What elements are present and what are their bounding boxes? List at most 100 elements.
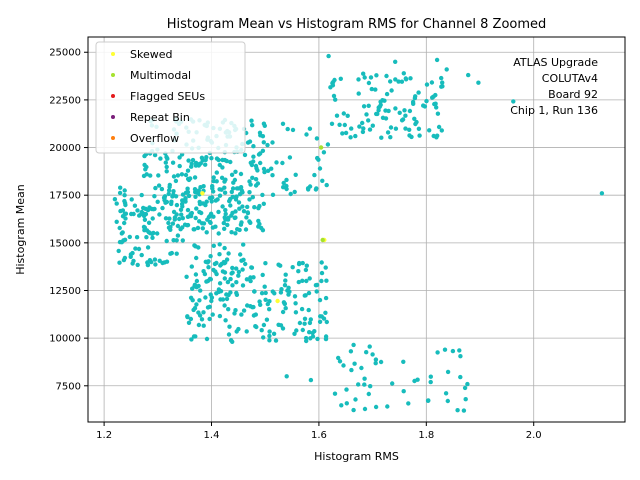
data-point [183,172,189,178]
data-point [152,194,157,199]
data-point [599,191,605,196]
data-point [251,313,257,318]
data-point [292,294,298,299]
data-point [229,189,234,195]
data-point [317,319,323,324]
data-point [185,214,191,219]
data-point [261,335,266,340]
data-point [324,278,329,283]
legend-label: Repeat Bin [130,111,190,124]
data-point [174,251,179,256]
data-point [180,192,186,197]
data-point [248,278,253,284]
data-point [407,127,412,132]
data-point [396,79,401,84]
y-tick-label: 25000 [49,48,81,59]
data-point [247,179,252,184]
data-point [332,77,337,83]
data-point [293,301,298,306]
data-point [255,181,261,186]
data-point [117,260,122,265]
data-point [127,234,132,240]
data-point [120,208,126,213]
data-point [161,195,167,200]
data-point [269,166,274,171]
data-point [393,106,398,111]
data-point [166,188,172,193]
y-tick-label: 10000 [49,334,81,345]
data-point [234,329,239,334]
data-point [329,121,335,127]
data-point [150,216,155,221]
data-point [250,195,255,200]
data-point [294,328,299,333]
data-point [204,279,209,284]
data-point [432,101,437,107]
data-point [476,80,481,85]
data-point [334,113,340,118]
data-point [422,104,428,109]
annotation-line: Board 92 [548,88,598,101]
y-axis-label: Histogram Mean [14,184,27,275]
data-point [150,231,155,236]
data-point [380,115,386,121]
data-point [369,86,374,92]
data-point [148,173,153,178]
data-point [220,157,225,163]
data-point [247,197,252,202]
data-point [168,227,173,232]
data-point [307,320,313,326]
data-point [208,254,213,259]
data-point [373,87,378,92]
data-point [385,404,390,409]
data-point [214,291,219,296]
data-point [244,277,250,282]
data-point [370,123,375,128]
legend-label: Overflow [130,132,179,145]
data-point [122,193,127,198]
data-point [173,178,179,184]
data-point [142,217,148,222]
data-point [229,172,235,177]
data-point [214,156,220,161]
data-point [345,113,350,119]
data-point [204,155,209,160]
data-point [317,166,323,171]
data-point [265,168,271,173]
data-point [293,172,298,177]
data-point [338,76,343,82]
data-point [217,187,222,192]
data-point [280,309,286,315]
data-point [401,71,406,76]
data-point [170,160,176,165]
data-point [314,289,319,294]
data-point [217,313,223,319]
data-point [359,365,364,371]
data-point [280,121,286,127]
data-point [370,352,375,357]
annotation-block: ATLAS Upgrade COLUTAv4 Board 92 Chip 1, Run… [510,56,598,117]
data-point [434,57,440,63]
data-point [185,189,191,195]
data-point [300,327,305,333]
data-point [265,142,270,148]
data-point [224,292,229,297]
data-point [191,307,196,313]
data-point [434,105,439,110]
data-point [256,218,261,224]
data-point [412,116,417,122]
data-point [133,246,138,251]
data-point [436,124,442,130]
data-point [183,199,188,204]
data-point [251,304,256,310]
data-point [373,361,378,366]
data-point [276,322,281,327]
data-point [208,211,214,216]
data-point [143,211,149,217]
data-point [319,314,324,319]
data-point [283,278,288,283]
data-point [197,313,203,318]
data-point [362,75,367,80]
data-point [163,216,169,221]
